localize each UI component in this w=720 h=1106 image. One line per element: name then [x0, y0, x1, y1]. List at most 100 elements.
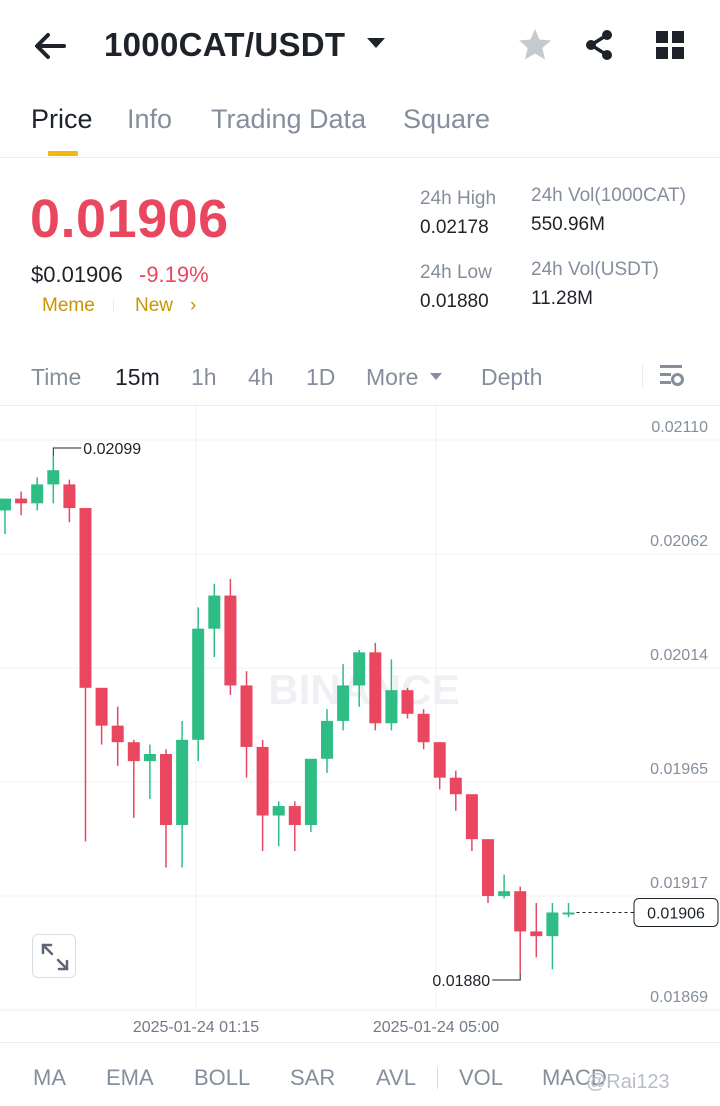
- low-value: 0.01880: [420, 291, 489, 312]
- last-price-label: 0.01906: [647, 905, 705, 922]
- candle-body: [288, 806, 301, 825]
- interval-15m[interactable]: 15m: [115, 364, 160, 390]
- indicator-boll[interactable]: BOLL: [194, 1065, 251, 1090]
- page-tabs: Price Info Trading Data Square: [0, 92, 720, 158]
- indicator-avl[interactable]: AVL: [376, 1065, 416, 1090]
- interval-more[interactable]: More: [366, 364, 443, 391]
- last-price-box: [633, 897, 719, 927]
- candle-body: [111, 725, 124, 743]
- candle-body: [79, 508, 92, 688]
- candle-body: [337, 685, 350, 721]
- y-tick-label: 0.02014: [650, 647, 708, 664]
- tab-trading-data[interactable]: Trading Data: [211, 104, 367, 134]
- indicator-bar: MA EMA BOLL SAR AVL VOL MACD @Rai123: [0, 1042, 720, 1106]
- y-tick-label: 0.02110: [651, 419, 708, 436]
- candle-body: [127, 742, 140, 762]
- candle-body: [433, 742, 446, 778]
- indicator-ema[interactable]: EMA: [106, 1065, 154, 1090]
- caret-down-icon: [429, 373, 442, 380]
- user-watermark: @Rai123: [586, 1071, 670, 1093]
- high-marker-line: [52, 447, 82, 457]
- tab-info[interactable]: Info: [127, 104, 173, 134]
- y-tick-label: 0.01917: [650, 875, 708, 892]
- candle-body: [482, 839, 494, 896]
- chart-settings-icon[interactable]: [656, 362, 686, 390]
- y-tick-label: 0.01869: [650, 989, 708, 1006]
- x-tick-label: 2025-01-24 01:15: [133, 1019, 259, 1036]
- candle-body: [369, 652, 382, 724]
- vol-base-label: 24h Vol(1000CAT): [531, 185, 686, 206]
- indicator-ma[interactable]: MA: [33, 1065, 66, 1090]
- chevron-right-icon[interactable]: ›: [190, 295, 197, 316]
- top-bar: 1000CAT/USDT: [0, 0, 720, 92]
- indicator-sar[interactable]: SAR: [290, 1065, 336, 1090]
- indicator-vol[interactable]: VOL: [459, 1065, 504, 1090]
- candle-body: [449, 777, 462, 795]
- indicator-macd[interactable]: MACD: [542, 1065, 607, 1090]
- y-tick-label: 0.01965: [650, 761, 708, 778]
- grid-icon[interactable]: [654, 29, 686, 61]
- candle-body: [562, 912, 575, 915]
- active-tab-indicator: [48, 151, 78, 156]
- candle-body: [31, 484, 44, 504]
- star-icon[interactable]: [516, 26, 554, 64]
- candle-body: [15, 498, 28, 504]
- interval-4h[interactable]: 4h: [248, 364, 274, 390]
- price-change-percent: -9.19%: [139, 262, 209, 287]
- interval-time[interactable]: Time: [31, 364, 82, 390]
- candle-body: [0, 498, 11, 511]
- tab-price[interactable]: Price: [31, 104, 93, 134]
- caret-down-icon[interactable]: [366, 36, 386, 50]
- indicator-divider: [437, 1067, 438, 1089]
- y-tick-label: 0.02062: [650, 533, 708, 550]
- candle-body: [240, 685, 253, 747]
- candle-body: [465, 794, 478, 840]
- candle-body: [546, 912, 559, 937]
- candle-body: [498, 891, 511, 896]
- trading-pair-title[interactable]: 1000CAT/USDT: [104, 26, 346, 63]
- last-price: 0.01906: [30, 189, 229, 249]
- candle-body: [95, 687, 108, 726]
- candle-body: [143, 754, 156, 762]
- interval-bar: Time 15m 1h 4h 1D More Depth: [0, 346, 720, 406]
- candle-body: [401, 690, 414, 714]
- usd-price: $0.01906: [31, 262, 123, 287]
- candlestick-chart[interactable]: BINANCE 0.02110 0.02062 0.02014 0.01965 0.01…: [0, 406, 720, 1042]
- tab-square[interactable]: Square: [403, 104, 491, 134]
- candle-body: [514, 891, 527, 932]
- candle-body: [192, 628, 205, 740]
- low-marker-label: 0.01880: [432, 973, 490, 990]
- candle-body: [63, 484, 76, 509]
- candle-body: [272, 806, 285, 816]
- vol-base-value: 550.96M: [531, 214, 605, 235]
- interval-1d[interactable]: 1D: [306, 364, 336, 390]
- low-marker-line: [492, 973, 521, 981]
- candle-body: [176, 739, 189, 825]
- candle-body: [208, 595, 221, 629]
- depth-tab[interactable]: Depth: [481, 364, 543, 390]
- high-label: 24h High: [420, 188, 497, 209]
- candle-body: [304, 758, 317, 825]
- tag-new[interactable]: New: [135, 295, 174, 316]
- tag-meme[interactable]: Meme: [42, 295, 95, 316]
- candle-body: [47, 470, 60, 485]
- x-tick-label: 2025-01-24 05:00: [373, 1019, 499, 1036]
- chart-canvas: BINANCE 0.021100.020620.020140.019650.01…: [0, 406, 720, 1036]
- candle-body: [256, 746, 269, 816]
- fullscreen-expand-icon[interactable]: [32, 934, 76, 978]
- candle-body: [417, 713, 430, 743]
- candle-body: [321, 720, 333, 759]
- share-icon[interactable]: [580, 26, 618, 64]
- more-label: More: [366, 364, 419, 390]
- vol-quote-label: 24h Vol(USDT): [531, 259, 659, 280]
- candle-body: [385, 690, 398, 724]
- candle-body: [160, 754, 172, 825]
- interval-divider: [642, 364, 643, 388]
- tag-divider: [113, 299, 114, 313]
- back-arrow-icon[interactable]: [30, 28, 70, 64]
- high-value: 0.02178: [420, 217, 489, 238]
- candle-body: [353, 652, 366, 686]
- interval-1h[interactable]: 1h: [191, 364, 217, 390]
- candle-body: [224, 595, 237, 686]
- vol-quote-value: 11.28M: [531, 288, 593, 309]
